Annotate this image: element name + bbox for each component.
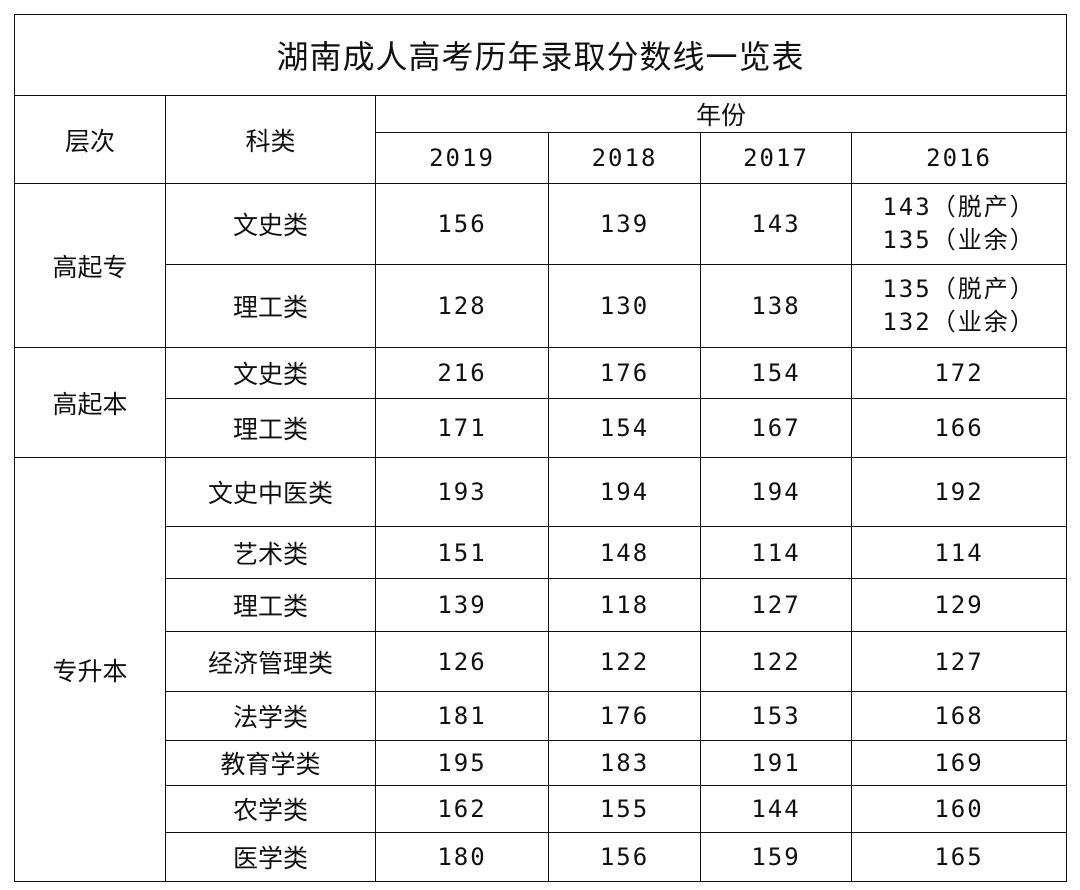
score-cell: 155 [548,785,701,833]
score-cell: 169 [850,740,1068,786]
score-cell: 151 [375,526,549,579]
table-row: 医学类 180 156 159 165 [15,832,1068,882]
score-line: 143（脱产） [882,193,1036,221]
table-title: 湖南成人高考历年录取分数线一览表 [13,14,1068,96]
score-cell: 129 [850,578,1068,632]
score-cell: 154 [700,347,852,399]
score-cell: 193 [375,457,549,527]
score-line: 132（业余） [882,308,1036,336]
score-cell: 194 [548,457,701,527]
score-cell: 216 [375,347,549,399]
level-cell: 高起本 [14,347,166,458]
category-cell: 农学类 [165,785,376,833]
level-cell: 专升本 [14,457,166,882]
score-cell: 154 [548,398,701,458]
category-cell: 医学类 [165,832,376,882]
score-cell: 130 [548,264,701,348]
header-year: 2017 [700,132,852,184]
score-cell: 153 [700,691,852,741]
table-row: 农学类 162 155 144 160 [15,785,1068,833]
category-cell: 经济管理类 [165,631,376,692]
score-cell: 122 [548,631,701,692]
table-row: 理工类 171 154 167 166 [15,398,1068,458]
score-cell: 127 [700,578,852,632]
score-cell: 180 [375,832,549,882]
score-cell: 143（脱产） 135（业余） [850,183,1068,265]
score-cell: 176 [548,347,701,399]
level-cell: 高起专 [14,183,166,348]
score-cell: 118 [548,578,701,632]
table-body: 高起专 文史类 156 139 143 143（脱产） 135（业余） 理工类 128 130 13… [14,183,1068,882]
header-level: 层次 [14,95,166,184]
table-row: 专升本 文史中医类 193 194 194 192 [14,457,1068,882]
score-cell: 191 [700,740,852,786]
score-cell: 135（脱产） 132（业余） [850,264,1068,348]
table-row: 高起本 文史类 216 176 154 172 [14,347,1068,458]
score-cell: 139 [548,183,701,265]
table-row: 艺术类 151 148 114 114 [15,526,1068,579]
score-cell: 168 [850,691,1068,741]
score-cell: 171 [375,398,549,458]
score-table: 湖南成人高考历年录取分数线一览表 层次 科类 年份 2019 2018 2017… [13,14,1068,882]
score-cell: 165 [850,832,1068,882]
score-cell: 166 [850,398,1068,458]
score-cell: 172 [850,347,1068,399]
table-row: 经济管理类 126 122 122 127 [15,631,1068,692]
category-cell: 理工类 [165,264,376,348]
score-cell: 194 [700,457,852,527]
score-cell: 139 [375,578,549,632]
category-cell: 艺术类 [165,526,376,579]
score-cell: 162 [375,785,549,833]
score-cell: 122 [700,631,852,692]
score-cell: 114 [700,526,852,579]
score-cell: 148 [548,526,701,579]
score-cell: 126 [375,631,549,692]
score-cell: 143 [700,183,852,265]
category-cell: 文史类 [165,183,376,265]
score-cell: 156 [375,183,549,265]
header-year: 2018 [548,132,701,184]
score-cell: 195 [375,740,549,786]
category-cell: 理工类 [165,398,376,458]
header-category: 科类 [165,95,376,184]
category-cell: 文史中医类 [165,457,376,527]
header-year-group: 年份 [374,95,1068,133]
score-cell: 144 [700,785,852,833]
header-year: 2016 [850,132,1068,184]
table-row: 教育学类 195 183 191 169 [15,740,1068,786]
score-cell: 156 [548,832,701,882]
table-row: 法学类 181 176 153 168 [15,691,1068,741]
score-cell: 167 [700,398,852,458]
table-row: 理工类 139 118 127 129 [15,578,1068,632]
score-cell: 159 [700,832,852,882]
score-cell: 160 [850,785,1068,833]
header-year: 2019 [375,132,549,184]
score-cell: 176 [548,691,701,741]
table-row: 理工类 128 130 138 135（脱产） 132（业余） [15,264,1068,348]
score-cell: 183 [548,740,701,786]
table-row: 高起专 文史类 156 139 143 143（脱产） 135（业余） [14,183,1068,348]
score-cell: 128 [375,264,549,348]
category-cell: 法学类 [165,691,376,741]
score-line: 135（脱产） [882,275,1036,303]
score-cell: 127 [850,631,1068,692]
score-cell: 192 [850,457,1068,527]
score-cell: 138 [700,264,852,348]
score-cell: 181 [375,691,549,741]
score-line: 135（业余） [882,226,1036,254]
category-cell: 文史类 [165,347,376,399]
category-cell: 教育学类 [165,740,376,786]
category-cell: 理工类 [165,578,376,632]
score-cell: 114 [850,526,1068,579]
